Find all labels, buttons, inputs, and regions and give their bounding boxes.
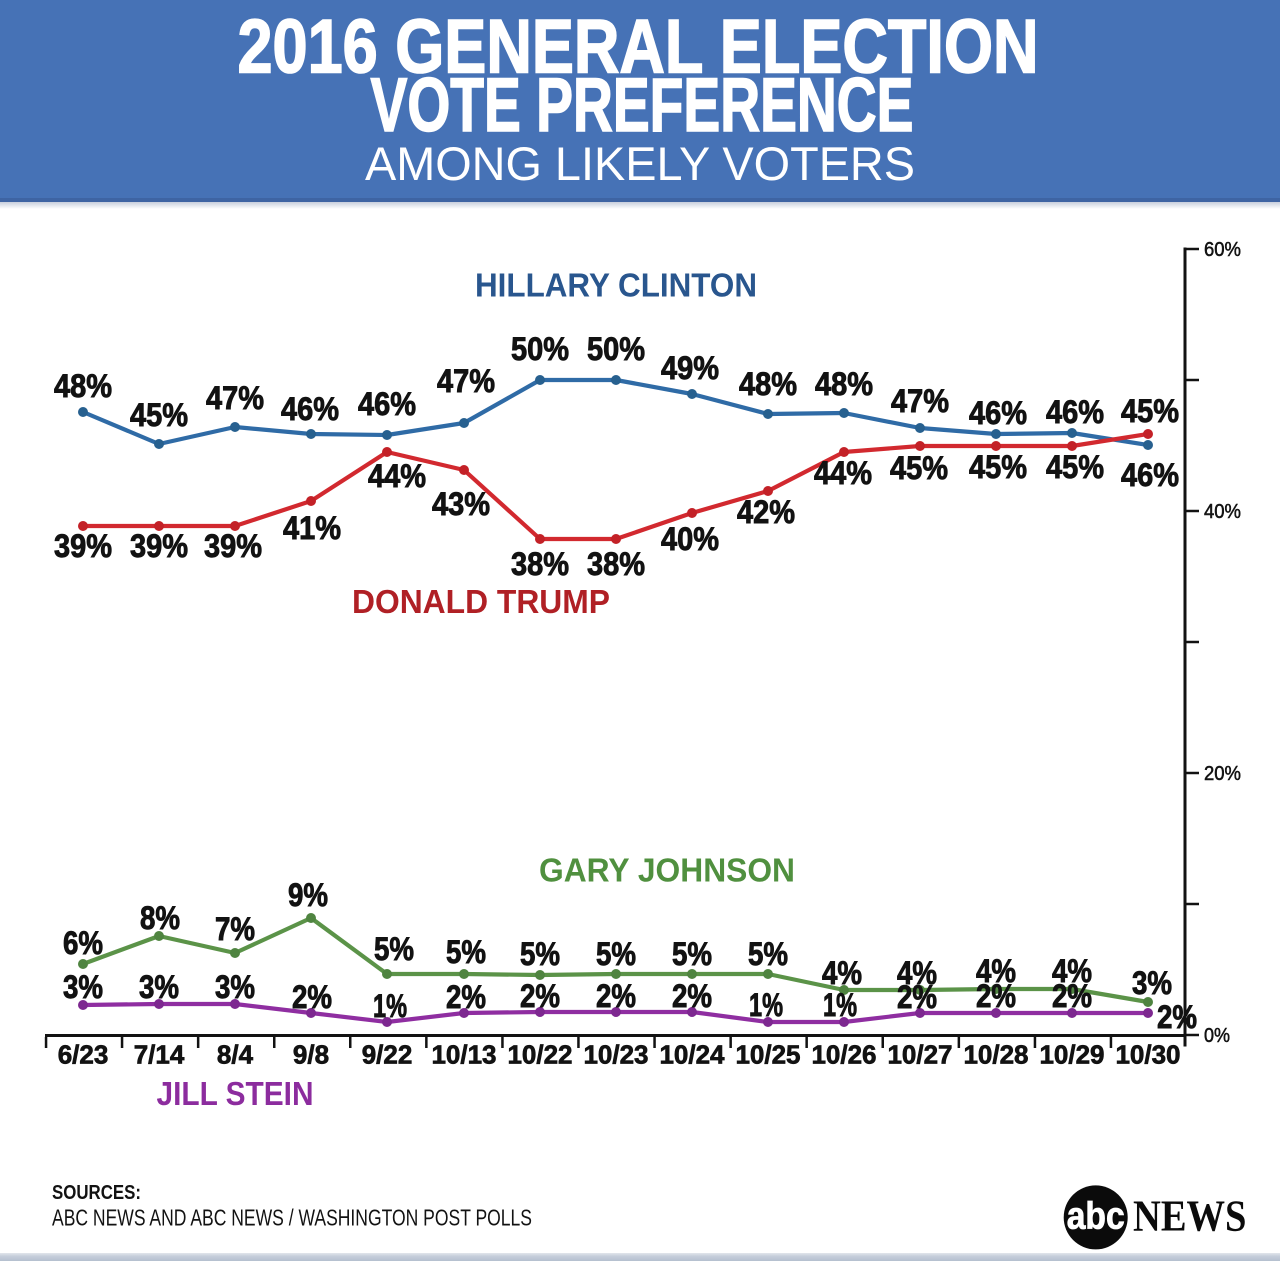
svg-text:5%: 5% <box>672 936 712 972</box>
svg-text:47%: 47% <box>891 383 949 419</box>
svg-text:8/4: 8/4 <box>217 1040 254 1070</box>
svg-text:1%: 1% <box>373 988 407 1024</box>
svg-text:45%: 45% <box>890 450 948 486</box>
svg-text:HILLARY CLINTON: HILLARY CLINTON <box>475 267 757 304</box>
svg-text:2016 GENERAL ELECTION: 2016 GENERAL ELECTION <box>238 5 1039 90</box>
svg-text:39%: 39% <box>130 528 188 564</box>
svg-text:46%: 46% <box>358 386 416 422</box>
svg-text:2%: 2% <box>1157 999 1197 1035</box>
svg-text:2%: 2% <box>672 978 712 1014</box>
svg-text:41%: 41% <box>283 510 341 546</box>
svg-text:9%: 9% <box>288 877 328 913</box>
svg-text:10/27: 10/27 <box>887 1040 952 1070</box>
svg-text:VOTE PREFERENCE: VOTE PREFERENCE <box>371 63 914 148</box>
svg-text:NEWS: NEWS <box>1133 1190 1247 1240</box>
svg-text:10/25: 10/25 <box>735 1040 800 1070</box>
svg-text:2%: 2% <box>446 979 486 1015</box>
svg-text:60%: 60% <box>1204 238 1241 261</box>
svg-text:5%: 5% <box>446 934 486 970</box>
svg-text:2%: 2% <box>897 979 937 1015</box>
svg-text:44%: 44% <box>814 455 872 491</box>
svg-text:10/23: 10/23 <box>583 1040 648 1070</box>
svg-text:47%: 47% <box>437 363 495 399</box>
svg-text:48%: 48% <box>54 368 112 404</box>
svg-text:10/28: 10/28 <box>963 1040 1028 1070</box>
svg-text:ABC NEWS AND ABC NEWS / WASHIN: ABC NEWS AND ABC NEWS / WASHINGTON POST … <box>52 1205 532 1231</box>
svg-text:50%: 50% <box>587 331 645 367</box>
svg-text:4%: 4% <box>1052 953 1092 989</box>
svg-text:7/14: 7/14 <box>134 1040 185 1070</box>
svg-text:44%: 44% <box>368 458 426 494</box>
svg-text:9/22: 9/22 <box>362 1040 413 1070</box>
svg-text:47%: 47% <box>206 380 264 416</box>
svg-text:7%: 7% <box>215 911 255 947</box>
svg-text:5%: 5% <box>596 936 636 972</box>
svg-text:6%: 6% <box>63 925 103 961</box>
svg-text:39%: 39% <box>54 528 112 564</box>
svg-text:2%: 2% <box>1052 978 1092 1014</box>
svg-text:46%: 46% <box>281 391 339 427</box>
svg-text:4%: 4% <box>897 955 937 991</box>
svg-text:48%: 48% <box>815 366 873 402</box>
svg-text:46%: 46% <box>1046 394 1104 430</box>
svg-text:45%: 45% <box>130 397 188 433</box>
svg-text:45%: 45% <box>969 449 1027 485</box>
svg-text:1%: 1% <box>749 987 783 1023</box>
svg-text:3%: 3% <box>63 969 103 1005</box>
svg-text:46%: 46% <box>969 395 1027 431</box>
svg-text:20%: 20% <box>1204 762 1241 785</box>
svg-text:50%: 50% <box>511 331 569 367</box>
svg-text:38%: 38% <box>511 546 569 582</box>
svg-text:43%: 43% <box>432 486 490 522</box>
svg-text:SOURCES:: SOURCES: <box>52 1181 141 1204</box>
svg-text:10/13: 10/13 <box>431 1040 496 1070</box>
svg-text:5%: 5% <box>520 936 560 972</box>
svg-text:45%: 45% <box>1046 449 1104 485</box>
svg-text:45%: 45% <box>1121 393 1179 429</box>
svg-text:JILL STEIN: JILL STEIN <box>157 1075 314 1112</box>
svg-text:6/23: 6/23 <box>58 1040 109 1070</box>
svg-text:10/29: 10/29 <box>1039 1040 1104 1070</box>
svg-text:3%: 3% <box>139 969 179 1005</box>
svg-text:AMONG LIKELY VOTERS: AMONG LIKELY VOTERS <box>365 137 915 190</box>
svg-text:10/24: 10/24 <box>659 1040 725 1070</box>
svg-text:39%: 39% <box>204 528 262 564</box>
svg-text:1%: 1% <box>823 987 857 1023</box>
svg-text:5%: 5% <box>374 931 414 967</box>
svg-text:GARY JOHNSON: GARY JOHNSON <box>539 852 795 889</box>
svg-text:49%: 49% <box>661 350 719 386</box>
svg-text:48%: 48% <box>739 366 797 402</box>
svg-text:10/22: 10/22 <box>507 1040 572 1070</box>
svg-text:5%: 5% <box>748 936 788 972</box>
svg-text:2%: 2% <box>976 978 1016 1014</box>
svg-text:3%: 3% <box>1132 965 1172 1001</box>
svg-text:abc: abc <box>1067 1196 1125 1238</box>
svg-text:0%: 0% <box>1204 1024 1230 1047</box>
svg-text:38%: 38% <box>587 546 645 582</box>
svg-text:4%: 4% <box>976 953 1016 989</box>
svg-text:2%: 2% <box>520 978 560 1014</box>
svg-text:10/30: 10/30 <box>1115 1040 1180 1070</box>
svg-text:3%: 3% <box>215 969 255 1005</box>
svg-text:2%: 2% <box>292 979 332 1015</box>
svg-text:2%: 2% <box>596 978 636 1014</box>
svg-text:40%: 40% <box>1204 500 1241 523</box>
svg-text:46%: 46% <box>1121 457 1179 493</box>
svg-text:9/8: 9/8 <box>293 1040 329 1070</box>
svg-text:8%: 8% <box>140 900 180 936</box>
svg-text:10/26: 10/26 <box>811 1040 876 1070</box>
svg-text:42%: 42% <box>737 494 795 530</box>
svg-text:4%: 4% <box>822 955 862 991</box>
svg-text:40%: 40% <box>661 521 719 557</box>
svg-text:DONALD TRUMP: DONALD TRUMP <box>352 583 610 620</box>
